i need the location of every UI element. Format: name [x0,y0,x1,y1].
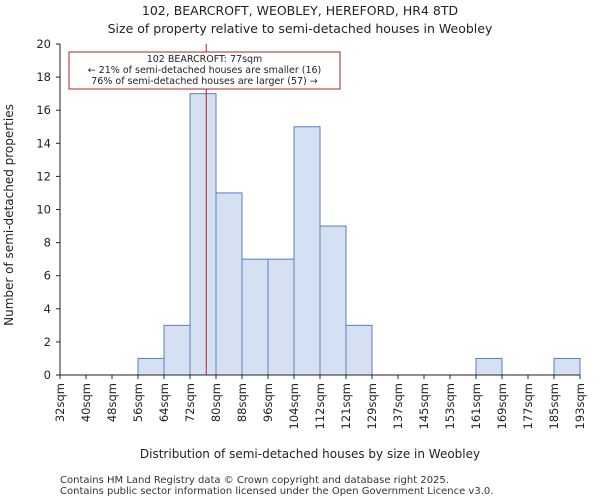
y-tick-label: 14 [36,136,51,150]
bar-121sqm [345,324,373,376]
y-tick-label: 16 [36,103,51,117]
y-tick-label: 0 [44,368,51,382]
x-tick-label: 64sqm [157,383,171,422]
annotation-line-2: ← 21% of semi-detached houses are smalle… [88,65,322,76]
x-axis: 32sqm 40sqm 48sqm 56sqm 64sqm 72sqm 80sqm 88sqm… [53,374,587,429]
x-tick-label: 72sqm [183,383,197,422]
chart-subtitle: Size of property relative to semi-detach… [108,21,493,36]
x-tick-label: 96sqm [261,383,275,422]
bar-104sqm [293,126,321,376]
x-tick-label: 112sqm [313,383,327,429]
x-tick-label: 56sqm [131,383,145,422]
x-tick-label: 104sqm [287,383,301,429]
bar-64sqm [163,324,191,376]
x-tick-label: 129sqm [365,383,379,429]
bar-80sqm [215,192,243,376]
x-tick-label: 153sqm [443,383,457,429]
y-tick-label: 12 [36,169,51,183]
y-tick-label: 10 [36,203,51,217]
annotation-line-3: 76% of semi-detached houses are larger (… [91,76,318,87]
bar-161sqm [475,357,503,376]
x-axis-label: Distribution of semi-detached houses by … [140,447,480,461]
x-tick-label: 177sqm [521,383,535,429]
x-tick-label: 48sqm [105,383,119,422]
y-axis-label: Number of semi-detached properties [2,104,16,326]
bar-185sqm [553,357,581,376]
footer-line-1: Contains HM Land Registry data © Crown c… [60,475,449,486]
x-tick-label: 169sqm [495,383,509,429]
bar-56sqm [137,357,165,376]
footer-line-2: Contains public sector information licen… [60,486,493,497]
annotation-frame [68,51,341,90]
x-tick-label: 40sqm [79,383,93,422]
x-tick-label: 137sqm [391,383,405,429]
bars-group [137,93,581,376]
y-axis: 0 2 4 6 8 10 12 14 16 18 20 [36,37,61,382]
x-tick-label: 121sqm [339,383,353,429]
bar-72sqm [189,93,217,376]
annotation-line-1: 102 BEARCROFT: 77sqm [147,54,263,65]
x-tick-label: 145sqm [417,383,431,429]
bar-96sqm [267,258,295,376]
x-tick-label: 193sqm [573,383,587,429]
y-tick-label: 6 [44,269,51,283]
y-tick-label: 20 [36,37,51,51]
x-tick-label: 161sqm [469,383,483,429]
y-tick-label: 8 [44,236,51,250]
y-tick-label: 4 [44,302,51,316]
annotation-box: 102 BEARCROFT: 77sqm ← 21% of semi-detac… [68,51,341,90]
x-tick-label: 185sqm [547,383,561,429]
x-tick-label: 88sqm [235,383,249,422]
y-tick-label: 2 [44,335,51,349]
chart-title: 102, BEARCROFT, WEOBLEY, HEREFORD, HR4 8… [142,3,458,18]
x-tick-label: 32sqm [53,383,67,422]
bar-88sqm [241,258,269,376]
bar-112sqm [319,225,347,376]
y-tick-label: 18 [36,70,51,84]
x-tick-label: 80sqm [209,383,223,422]
